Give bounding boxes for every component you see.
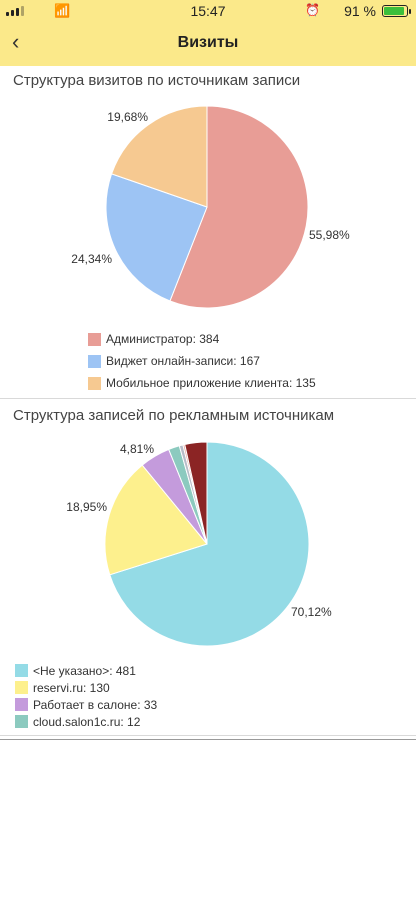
- pie-slice: [169, 105, 309, 309]
- legend-label: Администратор: 384: [106, 332, 220, 346]
- pie-chart-ad-sources: 70,12% 18,95% 4,81%: [66, 441, 332, 647]
- legend-item: reservi.ru: 130: [15, 679, 157, 696]
- legend-label: <Не указано>: 481: [33, 663, 136, 678]
- legend-item: <Не указано>: 481: [15, 662, 157, 679]
- legend-swatch: [15, 698, 28, 711]
- slice-percent-label: 18,95%: [66, 500, 107, 514]
- legend-swatch: [88, 332, 101, 346]
- slice-percent-label: 70,12%: [291, 605, 332, 619]
- status-bar: 📶 15:47 ⏰ 91 %: [0, 0, 416, 22]
- chart-2-legend: <Не указано>: 481 reservi.ru: 130 Работа…: [15, 662, 157, 730]
- cellular-signal-icon: [6, 6, 24, 16]
- chart-1-legend: Администратор: 384 Виджет онлайн-записи:…: [88, 328, 316, 394]
- legend-swatch: [88, 376, 101, 390]
- chart-2-title: Структура записей по рекламным источника…: [13, 407, 335, 424]
- section-divider: [0, 735, 416, 736]
- legend-label: Виджет онлайн-записи: 167: [106, 354, 260, 368]
- legend-swatch: [15, 681, 28, 694]
- legend-label: Работает в салоне: 33: [33, 697, 158, 712]
- legend-swatch: [88, 354, 101, 368]
- legend-swatch: [15, 715, 28, 728]
- legend-item: Работает в салоне: 33: [15, 696, 157, 713]
- legend-swatch: [15, 664, 28, 677]
- legend-item: cloud.salon1c.ru: 12: [15, 713, 157, 730]
- page-title: Визиты: [177, 34, 239, 51]
- app-header: 📶 15:47 ⏰ 91 % ‹ Визиты: [0, 0, 416, 66]
- battery-percent: 91 %: [344, 3, 376, 19]
- pie-slice: [104, 464, 208, 576]
- pie-chart-visits-by-source: 55,98% 24,34% 19,68%: [71, 105, 350, 309]
- section-divider: [0, 739, 416, 740]
- legend-label: cloud.salon1c.ru: 12: [33, 714, 141, 729]
- pie-slice: [184, 441, 208, 545]
- slice-percent-label: 4,81%: [120, 442, 154, 456]
- legend-item: Администратор: 384: [88, 328, 316, 350]
- pie-slice: [105, 173, 208, 302]
- slice-percent-label: 19,68%: [107, 110, 148, 124]
- pie-slice: [110, 105, 208, 208]
- pie-slice: [109, 441, 310, 647]
- section-divider: [0, 398, 416, 399]
- wifi-icon: 📶: [54, 3, 71, 18]
- legend-label: reservi.ru: 130: [33, 680, 110, 695]
- legend-item: Мобильное приложение клиента: 135: [88, 372, 316, 394]
- slice-percent-label: 55,98%: [309, 228, 350, 242]
- alarm-icon: ⏰: [305, 3, 320, 17]
- status-time: 15:47: [190, 3, 226, 19]
- legend-item: Виджет онлайн-записи: 167: [88, 350, 316, 372]
- chart-1-title: Структура визитов по источникам записи: [13, 72, 301, 89]
- legend-label: Мобильное приложение клиента: 135: [106, 376, 316, 390]
- battery-icon: [382, 5, 411, 17]
- back-chevron-icon[interactable]: ‹: [12, 29, 20, 54]
- slice-percent-label: 24,34%: [71, 252, 112, 266]
